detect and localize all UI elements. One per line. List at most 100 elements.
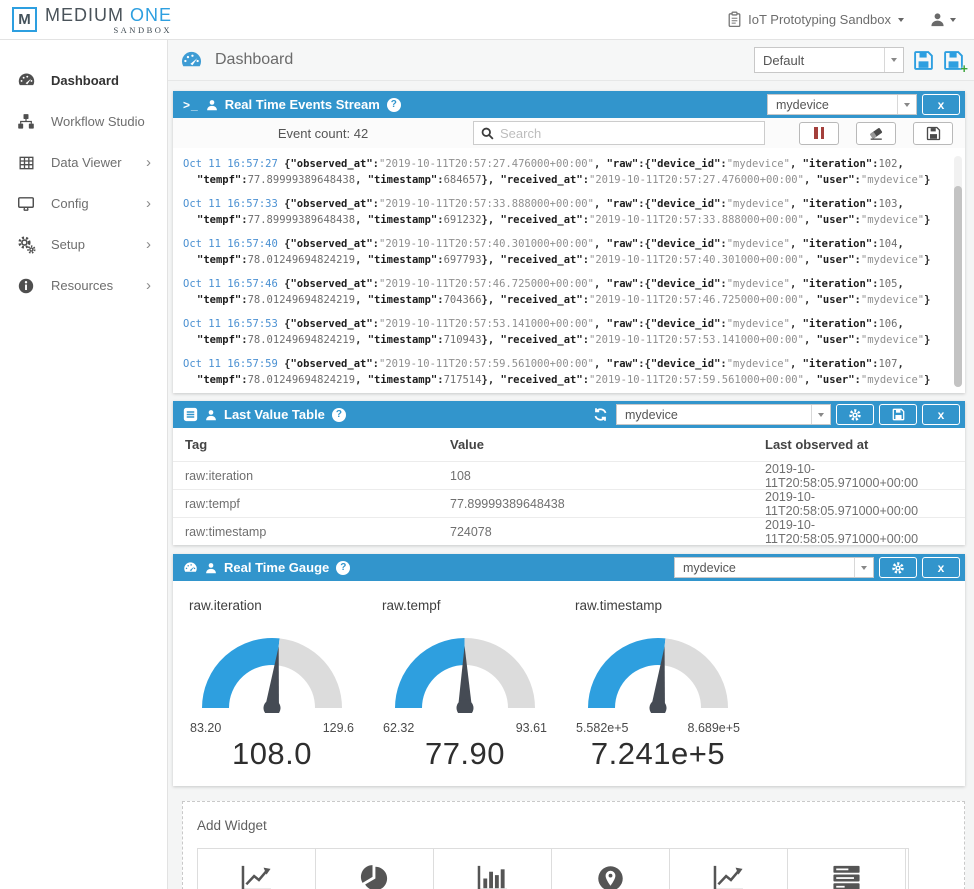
- lvt-device-select[interactable]: mydevice: [616, 404, 831, 425]
- panel-title: Real Time Gauge: [224, 560, 330, 575]
- dashboard-select[interactable]: Default: [754, 47, 904, 73]
- gauge-label: raw.timestamp: [575, 598, 663, 613]
- gauge: raw.tempf 62.32 93.61 77.90: [380, 596, 573, 772]
- events-search: [473, 121, 765, 145]
- line-chart-icon: [202, 862, 311, 889]
- lvt-body: raw:iteration 108 2019-10-11T20:58:05.97…: [173, 461, 965, 546]
- dashboard-select-value: Default: [763, 52, 805, 68]
- real-time-gauge-header: Real Time Gauge ? mydevice x: [173, 554, 965, 581]
- table-row: raw:timestamp 724078 2019-10-11T20:58:05…: [173, 517, 965, 546]
- save-icon: [926, 126, 941, 141]
- panel-title: Last Value Table: [224, 407, 325, 422]
- info-icon: [16, 278, 36, 294]
- sidebar-item-setup[interactable]: Setup ›: [0, 224, 167, 265]
- sidebar-item-resources[interactable]: Resources ›: [0, 265, 167, 306]
- caret-down-icon: [884, 48, 903, 72]
- monitor-icon: [16, 196, 36, 212]
- line-chart-icon: [674, 862, 783, 889]
- gauge-chart: [395, 637, 535, 717]
- gauge-needle: [649, 646, 667, 717]
- pause-stream-button[interactable]: [799, 121, 839, 145]
- widget-card-single-user-line-chart[interactable]: Single User Line Chart: [670, 849, 788, 889]
- save-stream-button[interactable]: [913, 121, 953, 145]
- clear-stream-button[interactable]: [856, 121, 896, 145]
- lvt-settings-button[interactable]: [836, 404, 874, 425]
- events-stream-panel: >_ Real Time Events Stream ? mydevice x …: [173, 91, 965, 393]
- gauge-device-select[interactable]: mydevice: [674, 557, 874, 578]
- gauge: raw.timestamp 5.582e+5 8.689e+5 7.241e+5: [573, 596, 788, 772]
- gauges: raw.iteration 83.20 129.6 108.0 raw.temp…: [173, 581, 965, 786]
- cell-last-observed: 2019-10-11T20:58:05.971000+00:00: [765, 462, 919, 490]
- user-menu[interactable]: [930, 12, 956, 27]
- gauge-value: 7.241e+5: [590, 736, 726, 771]
- sidebar-item-data-viewer[interactable]: Data Viewer ›: [0, 142, 167, 183]
- sidebar-item-config[interactable]: Config ›: [0, 183, 167, 224]
- widget-card-grouped-users-geopoint-chart[interactable]: Grouped Users GeoPoint Chart: [552, 849, 670, 889]
- gear-icon: [849, 408, 861, 421]
- table-row: raw:iteration 108 2019-10-11T20:58:05.97…: [173, 461, 965, 490]
- close-gauge-panel-button[interactable]: x: [922, 557, 960, 578]
- brand-subtitle: SANDBOX: [113, 24, 173, 35]
- gauge-settings-button[interactable]: [879, 557, 917, 578]
- widget-card-grouped-users-bar-chart[interactable]: Grouped Users Bar Chart: [434, 849, 552, 889]
- gauge-icon: [16, 72, 36, 89]
- gauge-min-label: 83.20: [190, 721, 222, 735]
- chevron-right-icon: ›: [146, 154, 151, 171]
- plus-icon: +: [960, 60, 968, 76]
- sidebar-item-label: Workflow Studio: [51, 114, 145, 129]
- eraser-icon: [868, 126, 884, 141]
- log-entry: Oct 11 16:57:33 {"observed_at":"2019-10-…: [183, 198, 931, 226]
- terminal-icon: >_: [183, 97, 199, 112]
- user-icon: [930, 12, 945, 27]
- project-selector[interactable]: IoT Prototyping Sandbox: [728, 11, 904, 28]
- log-entry: Oct 11 16:57:59 {"observed_at":"2019-10-…: [183, 358, 931, 386]
- help-icon[interactable]: ?: [331, 407, 346, 422]
- sitemap-icon: [16, 113, 36, 130]
- column-header-tag: Tag: [185, 437, 208, 452]
- events-log: Oct 11 16:57:27 {"observed_at":"2019-10-…: [173, 148, 965, 393]
- log-entry: Oct 11 16:57:27 {"observed_at":"2019-10-…: [183, 158, 931, 186]
- sidebar-item-dashboard[interactable]: Dashboard: [0, 60, 167, 101]
- cross-filter-chart-icon: [792, 862, 901, 889]
- lvt-device-select-value: mydevice: [625, 407, 678, 422]
- last-value-table-panel: Last Value Table ? mydevice: [173, 401, 965, 546]
- scrollbar-track: [954, 156, 962, 387]
- chevron-down-icon: [950, 17, 956, 22]
- widget-card-grouped-users-pie-chart[interactable]: Grouped Users Pie Chart: [316, 849, 434, 889]
- chevron-down-icon: [898, 17, 904, 22]
- events-toolbar: Event count: 42: [173, 118, 965, 148]
- user-icon: [206, 99, 218, 111]
- cell-tag: raw:tempf: [185, 497, 240, 511]
- caret-down-icon: [854, 558, 873, 577]
- help-icon[interactable]: ?: [386, 97, 401, 112]
- user-icon: [205, 562, 217, 574]
- sidebar-item-workflow-studio[interactable]: Workflow Studio: [0, 101, 167, 142]
- cell-tag: raw:iteration: [185, 469, 254, 483]
- save-as-new-dashboard-button[interactable]: +: [943, 50, 968, 76]
- widget-card-grouped-users-line-chart[interactable]: Grouped Users Line Chart: [198, 849, 316, 889]
- save-dashboard-button[interactable]: [913, 50, 934, 71]
- panel-title: Real Time Events Stream: [224, 97, 380, 112]
- dashboard-gauge-icon: [180, 50, 203, 71]
- widget-card-single-user-cross-filter-chart[interactable]: Single User Cross Filter Chart: [788, 849, 906, 889]
- help-icon[interactable]: ?: [336, 560, 351, 575]
- sidebar-item-label: Setup: [51, 237, 85, 252]
- gauge-max-label: 8.689e+5: [687, 721, 740, 735]
- scrollbar-thumb[interactable]: [954, 186, 962, 387]
- gauge-value: 77.90: [424, 736, 506, 771]
- gears-icon: [16, 235, 36, 254]
- log-entry: Oct 11 16:57:53 {"observed_at":"2019-10-…: [183, 318, 931, 346]
- add-widget-title: Add Widget: [197, 818, 267, 833]
- events-device-select[interactable]: mydevice: [767, 94, 917, 115]
- gauge-min-label: 5.582e+5: [576, 721, 629, 735]
- close-lvt-panel-button[interactable]: x: [922, 404, 960, 425]
- refresh-icon[interactable]: [593, 407, 608, 422]
- clipboard-icon: [728, 11, 741, 28]
- lvt-save-button[interactable]: [879, 404, 917, 425]
- gauge-min-label: 62.32: [383, 721, 415, 735]
- search-input[interactable]: [500, 125, 757, 141]
- logo-m-icon: M: [12, 7, 37, 32]
- cell-tag: raw:timestamp: [185, 525, 267, 539]
- events-device-select-value: mydevice: [776, 97, 829, 112]
- close-events-panel-button[interactable]: x: [922, 94, 960, 115]
